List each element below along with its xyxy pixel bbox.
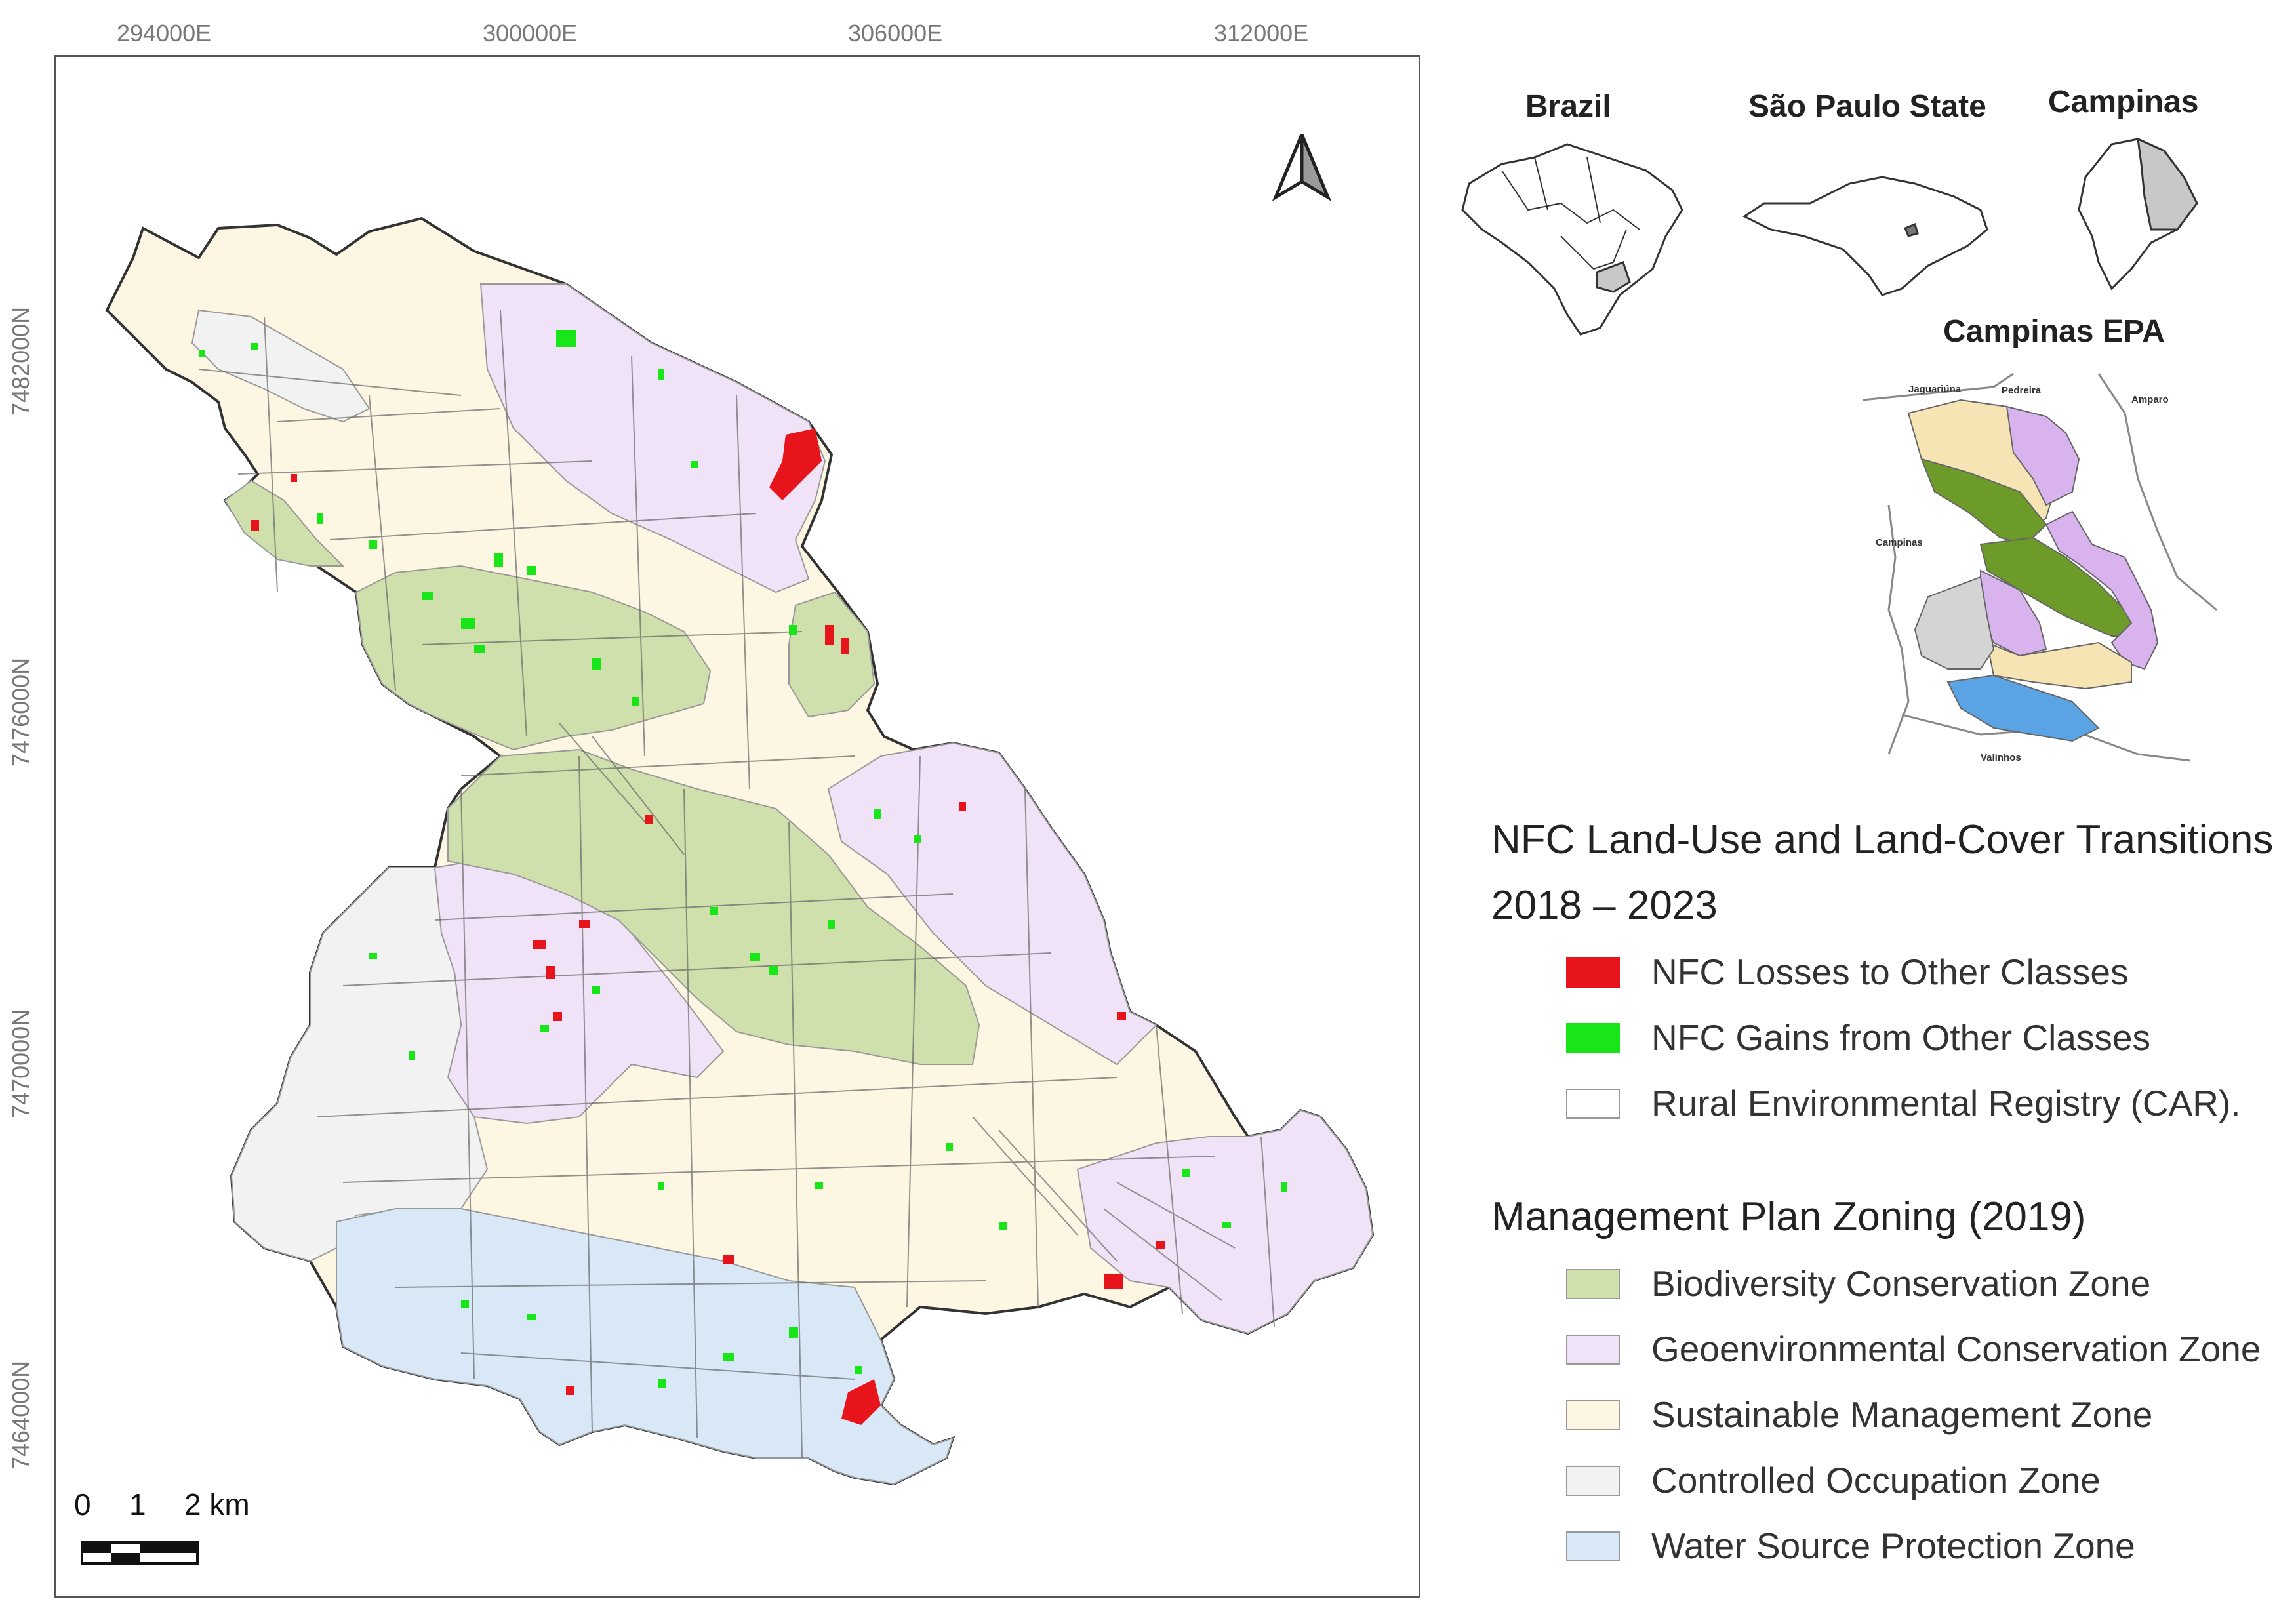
car-parcel-lines	[198, 310, 1275, 1459]
campinas-epa-inset-svg: Jaguariúna Pedreira Amparo Campinas Vali…	[1862, 372, 2217, 763]
locator-insets-svg	[1461, 137, 2198, 336]
epa-inset-municipal-lines	[1862, 372, 2217, 762]
geo-zone-east	[827, 742, 1158, 1066]
inset-title-brazil: Brazil	[1525, 89, 1611, 124]
epa-label-jaguariuna: Jaguariúna	[1908, 384, 1962, 395]
inset-title-campinas-epa: Campinas EPA	[1943, 314, 2165, 349]
legend-transitions-years: 2018 – 2023	[1491, 883, 1718, 928]
main-map-svg	[81, 134, 1375, 1565]
legend-swatch-sustainable	[1566, 1400, 1620, 1430]
biodiversity-zone-east	[788, 591, 876, 718]
scale-label-2km: 2 km	[184, 1487, 250, 1521]
biodiversity-zone-west	[224, 479, 345, 567]
easting-label-300000: 300000E	[483, 20, 578, 47]
northing-label-7470000: 7470000N	[7, 1009, 34, 1118]
legend-swatch-gains	[1566, 1023, 1620, 1053]
legend-transitions-title: NFC Land-Use and Land-Cover Transitions	[1491, 817, 2274, 862]
campinas-map-icon	[2078, 137, 2198, 291]
northing-label-7464000: 7464000N	[7, 1360, 34, 1470]
legend-label-car: Rural Environmental Registry (CAR).	[1651, 1083, 2241, 1123]
scale-bar-icon	[81, 1541, 199, 1565]
legend-label-controlled: Controlled Occupation Zone	[1651, 1460, 2101, 1500]
epa-label-amparo: Amparo	[2131, 394, 2169, 405]
scale-label-1: 1	[129, 1487, 146, 1521]
easting-label-306000: 306000E	[848, 20, 943, 47]
legend-swatch-car	[1566, 1089, 1620, 1119]
legend-swatch-geoenvironmental	[1566, 1335, 1620, 1365]
inset-title-sao-paulo: São Paulo State	[1748, 89, 1986, 124]
legend-swatch-losses	[1566, 957, 1620, 988]
easting-label-294000: 294000E	[117, 20, 212, 47]
legend-label-geoenvironmental: Geoenvironmental Conservation Zone	[1651, 1329, 2261, 1369]
epa-label-pedreira: Pedreira	[2002, 385, 2042, 396]
epa-label-valinhos: Valinhos	[1981, 752, 2021, 763]
controlled-zone-northwest	[191, 309, 371, 423]
nfc-losses	[251, 428, 1165, 1425]
legend-label-biodiversity: Biodiversity Conservation Zone	[1651, 1263, 2151, 1304]
north-arrow-icon	[1272, 134, 1332, 202]
biodiversity-zone-north	[355, 565, 712, 751]
legend-label-sustainable: Sustainable Management Zone	[1651, 1394, 2153, 1435]
epa-label-campinas: Campinas	[1876, 537, 1923, 548]
brazil-map-icon	[1461, 143, 1683, 336]
legend-label-gains: NFC Gains from Other Classes	[1651, 1017, 2151, 1058]
legend-label-water: Water Source Protection Zone	[1651, 1525, 2135, 1566]
scale-label-0: 0	[74, 1487, 91, 1521]
epa-inset-zones	[1907, 399, 2159, 742]
sao-paulo-map-icon	[1742, 176, 1988, 296]
legend-swatch-biodiversity	[1566, 1269, 1620, 1299]
main-map[interactable]: 0 1 2 km	[54, 55, 1420, 1598]
legend-label-losses: NFC Losses to Other Classes	[1651, 952, 2129, 992]
nfc-gains	[199, 330, 1287, 1388]
legend-swatch-water	[1566, 1531, 1620, 1561]
inset-title-campinas: Campinas	[2048, 85, 2199, 119]
legend-zoning-title: Management Plan Zoning (2019)	[1491, 1194, 2086, 1239]
northing-label-7476000: 7476000N	[7, 657, 34, 767]
northing-label-7482000: 7482000N	[7, 306, 34, 416]
easting-label-312000: 312000E	[1214, 20, 1309, 47]
water-zone	[336, 1208, 954, 1485]
legend-swatch-controlled	[1566, 1466, 1620, 1496]
